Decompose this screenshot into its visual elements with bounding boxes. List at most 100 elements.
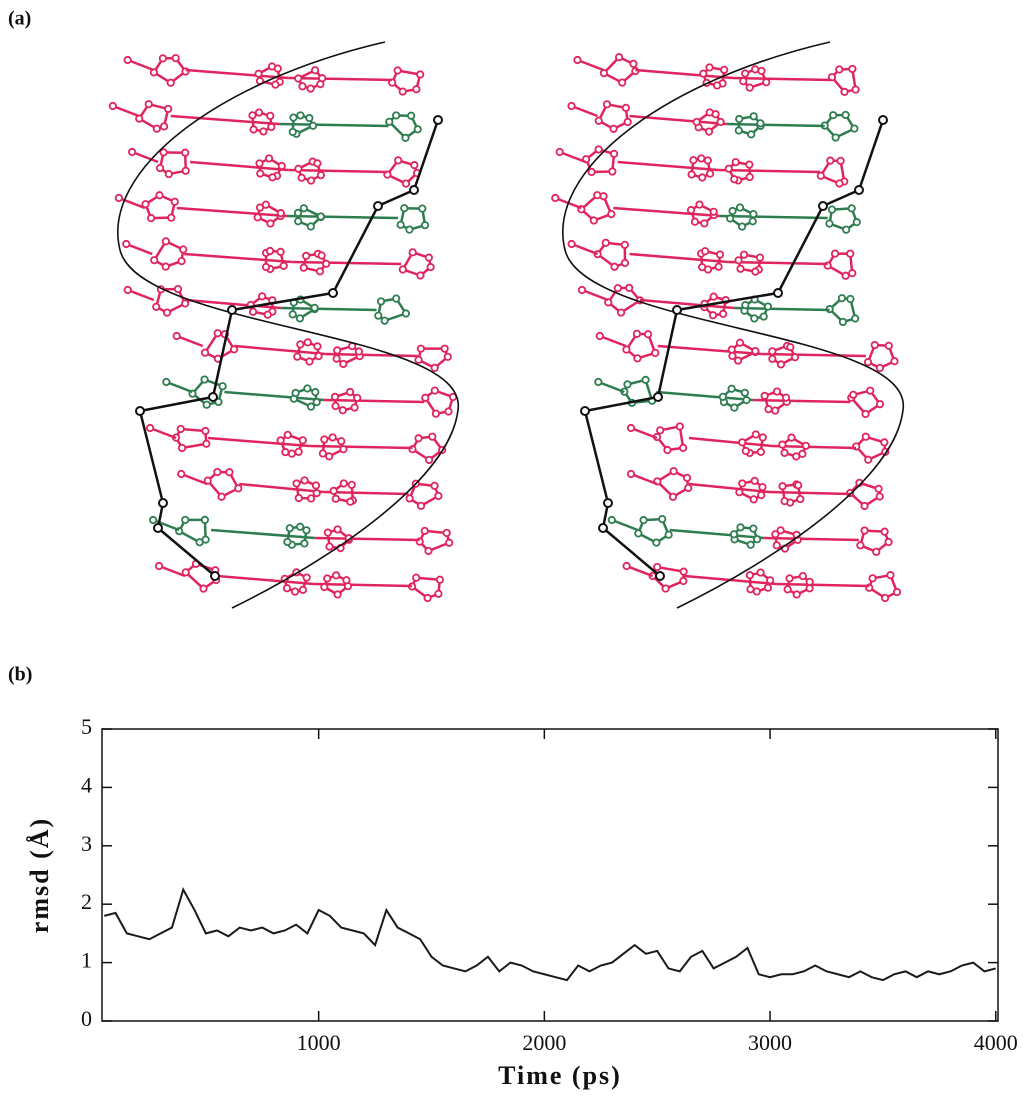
bond bbox=[152, 518, 180, 532]
atom bbox=[594, 145, 603, 154]
atom bbox=[861, 409, 870, 419]
bond bbox=[734, 306, 830, 312]
atom bbox=[593, 191, 602, 200]
atom bbox=[350, 403, 359, 412]
atom bbox=[749, 495, 758, 504]
atom bbox=[656, 426, 665, 435]
atom bbox=[328, 433, 337, 442]
atom bbox=[268, 173, 277, 182]
atom bbox=[266, 111, 275, 120]
atom bbox=[614, 53, 624, 62]
atom bbox=[162, 308, 172, 317]
atom bbox=[313, 159, 322, 168]
atom bbox=[700, 219, 709, 228]
atom bbox=[181, 166, 190, 175]
atom bbox=[848, 64, 857, 74]
atom bbox=[443, 352, 452, 361]
atom bbox=[311, 481, 321, 490]
atom bbox=[173, 284, 183, 294]
atom bbox=[595, 331, 604, 341]
atom bbox=[159, 148, 168, 157]
atom bbox=[396, 220, 405, 229]
atom bbox=[847, 204, 856, 213]
atom bbox=[714, 262, 723, 271]
atom bbox=[208, 392, 218, 402]
atom bbox=[735, 114, 744, 124]
bond bbox=[279, 122, 389, 128]
atom bbox=[316, 212, 325, 221]
atom bbox=[420, 526, 429, 536]
atom bbox=[697, 154, 706, 163]
atom bbox=[300, 476, 309, 485]
atom bbox=[430, 481, 439, 490]
atom bbox=[792, 452, 801, 461]
atom bbox=[641, 375, 650, 385]
atom bbox=[601, 238, 610, 247]
atom bbox=[442, 528, 451, 538]
atom bbox=[273, 64, 282, 73]
atom bbox=[152, 302, 161, 311]
atom bbox=[323, 574, 332, 583]
atom bbox=[316, 171, 325, 180]
atom bbox=[305, 357, 314, 366]
atom bbox=[794, 481, 803, 490]
atom bbox=[603, 498, 613, 508]
atom bbox=[776, 526, 785, 535]
atom bbox=[434, 589, 443, 598]
x-axis-label: Time (ps) bbox=[498, 1061, 622, 1090]
atom bbox=[155, 163, 165, 173]
plot-frame bbox=[101, 728, 999, 1022]
bond bbox=[617, 160, 719, 172]
bond bbox=[626, 564, 654, 578]
atom bbox=[167, 213, 176, 222]
atom bbox=[580, 406, 590, 416]
atom bbox=[780, 448, 789, 457]
bond bbox=[292, 260, 402, 266]
atom bbox=[672, 305, 682, 315]
atom bbox=[254, 69, 263, 78]
atom bbox=[181, 568, 190, 577]
atom bbox=[177, 469, 186, 479]
atom bbox=[318, 74, 327, 83]
atom bbox=[312, 397, 321, 407]
atom bbox=[818, 201, 828, 211]
atom bbox=[785, 574, 794, 583]
atom bbox=[202, 400, 211, 409]
atom bbox=[610, 262, 619, 271]
atom bbox=[773, 288, 783, 298]
atom bbox=[258, 292, 267, 301]
atom bbox=[299, 263, 308, 272]
atom bbox=[431, 409, 441, 418]
atom bbox=[644, 330, 653, 339]
atom bbox=[426, 263, 435, 272]
atom bbox=[664, 530, 673, 539]
atom bbox=[310, 303, 319, 312]
atom bbox=[418, 204, 427, 213]
atom bbox=[607, 515, 616, 525]
atom bbox=[886, 571, 895, 580]
atom bbox=[171, 54, 180, 63]
bond bbox=[726, 122, 825, 128]
atom bbox=[166, 78, 175, 87]
atom bbox=[715, 250, 725, 259]
atom bbox=[731, 158, 740, 167]
atom bbox=[373, 201, 383, 211]
atom bbox=[629, 59, 638, 68]
atom bbox=[302, 573, 311, 582]
atom bbox=[625, 283, 634, 292]
atom bbox=[589, 216, 598, 225]
atom bbox=[108, 101, 117, 111]
atom bbox=[421, 393, 430, 402]
atom bbox=[234, 484, 243, 493]
atom bbox=[623, 117, 632, 127]
atom bbox=[299, 204, 308, 213]
bond bbox=[761, 352, 866, 358]
atom bbox=[261, 200, 270, 209]
atom bbox=[323, 528, 332, 537]
y-axis-label: rmsd (Å) bbox=[25, 817, 54, 933]
atom bbox=[282, 584, 292, 593]
atom bbox=[756, 119, 765, 128]
atom bbox=[837, 294, 847, 303]
atom bbox=[445, 538, 454, 547]
atom bbox=[749, 524, 758, 533]
